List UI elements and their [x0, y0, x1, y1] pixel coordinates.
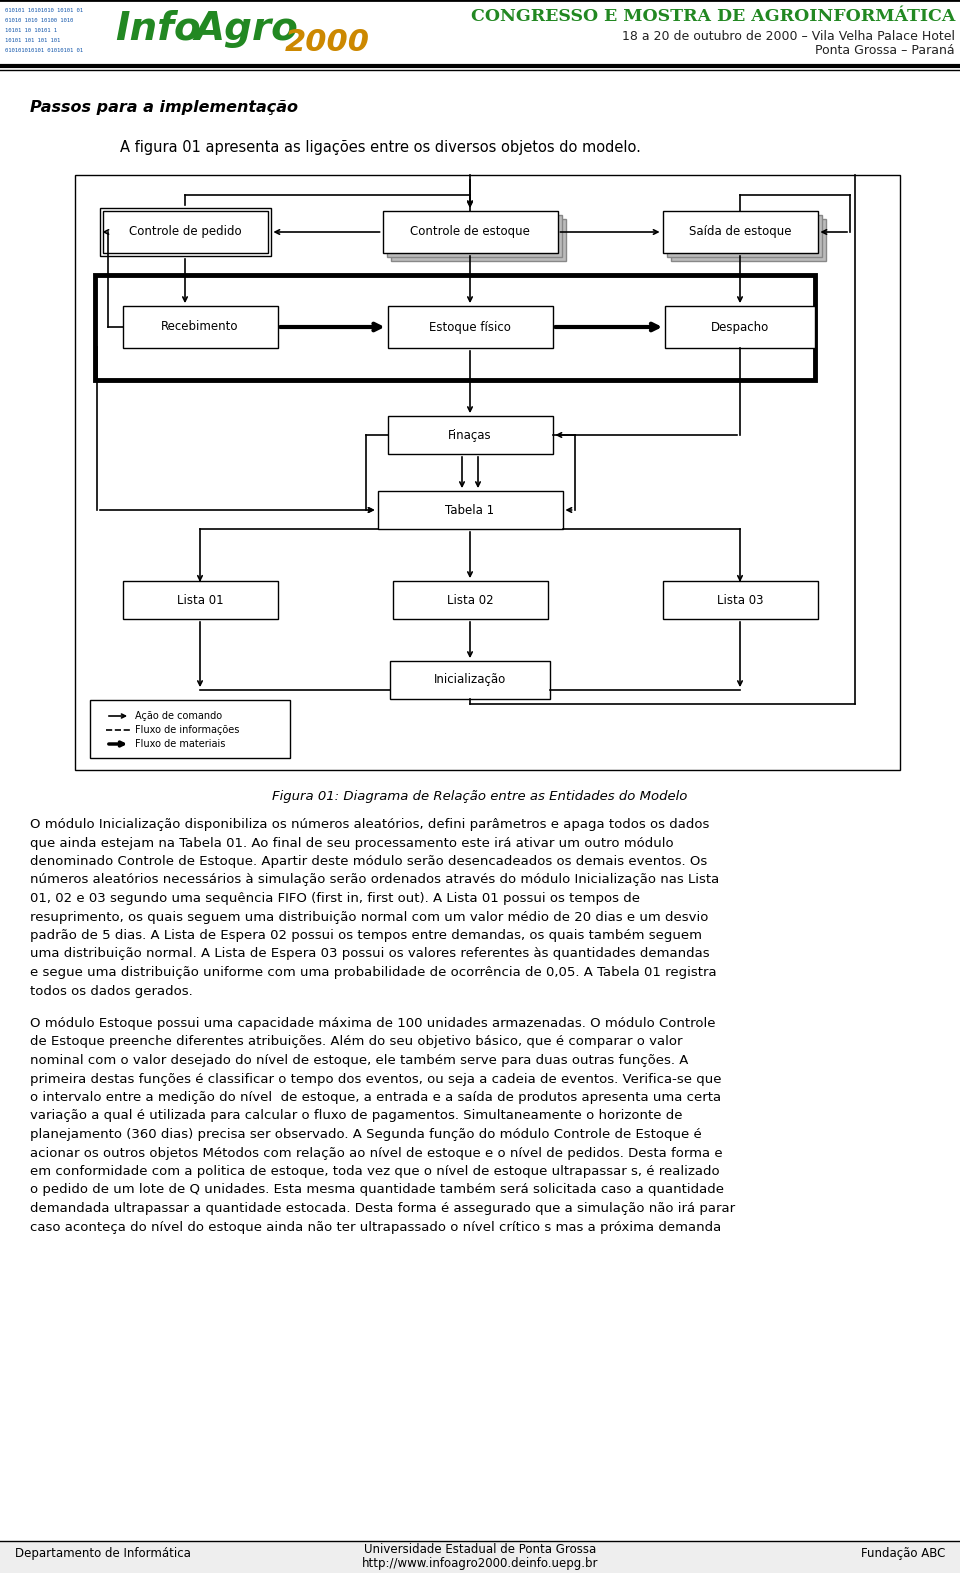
- Text: 10101 10 10101 1: 10101 10 10101 1: [5, 28, 57, 33]
- Text: Lista 03: Lista 03: [717, 593, 763, 607]
- Text: Departamento de Informática: Departamento de Informática: [15, 1546, 191, 1560]
- Text: padrão de 5 dias. A Lista de Espera 02 possui os tempos entre demandas, os quais: padrão de 5 dias. A Lista de Espera 02 p…: [30, 930, 702, 942]
- Bar: [0, 1542, 960, 1573]
- Text: CONGRESSO E MOSTRA DE AGROINFORMÁTICA: CONGRESSO E MOSTRA DE AGROINFORMÁTICA: [470, 8, 955, 25]
- Bar: [123, 580, 277, 620]
- Text: Controle de pedido: Controle de pedido: [129, 225, 241, 239]
- Text: 010101010101 01010101 01: 010101010101 01010101 01: [5, 49, 83, 53]
- Text: Agro: Agro: [195, 9, 299, 49]
- Text: Ponta Grossa – Paraná: Ponta Grossa – Paraná: [815, 44, 955, 57]
- Bar: [665, 307, 815, 348]
- Text: Figura 01: Diagrama de Relação entre as Entidades do Modelo: Figura 01: Diagrama de Relação entre as …: [273, 790, 687, 802]
- Text: Finaças: Finaças: [448, 428, 492, 442]
- Bar: [393, 580, 547, 620]
- Text: 01010 1010 10100 1010: 01010 1010 10100 1010: [5, 17, 73, 24]
- Text: Universidade Estadual de Ponta Grossa: Universidade Estadual de Ponta Grossa: [364, 1543, 596, 1556]
- Bar: [390, 661, 550, 698]
- Text: o intervalo entre a medição do nível  de estoque, a entrada e a saída de produto: o intervalo entre a medição do nível de …: [30, 1092, 721, 1104]
- Text: Fundação ABC: Fundação ABC: [860, 1546, 945, 1560]
- Bar: [382, 211, 558, 253]
- Bar: [103, 211, 268, 253]
- Text: em conformidade com a politica de estoque, toda vez que o nível de estoque ultra: em conformidade com a politica de estoqu…: [30, 1166, 720, 1178]
- Text: Fluxo de informações: Fluxo de informações: [135, 725, 239, 735]
- Bar: [388, 415, 553, 455]
- Text: Tabela 1: Tabela 1: [445, 503, 494, 516]
- Text: resuprimento, os quais seguem uma distribuição normal com um valor médio de 20 d: resuprimento, os quais seguem uma distri…: [30, 911, 708, 923]
- Text: 2000: 2000: [285, 28, 370, 57]
- Text: acionar os outros objetos Métodos com relação ao nível de estoque e o nível de p: acionar os outros objetos Métodos com re…: [30, 1147, 723, 1159]
- Bar: [95, 275, 815, 381]
- Text: caso aconteça do nível do estoque ainda não ter ultrapassado o nível crítico s m: caso aconteça do nível do estoque ainda …: [30, 1221, 721, 1233]
- Bar: [377, 491, 563, 529]
- Text: planejamento (360 dias) precisa ser observado. A Segunda função do módulo Contro: planejamento (360 dias) precisa ser obse…: [30, 1128, 702, 1140]
- Text: denominado Controle de Estoque. Apartir deste módulo serão desencadeados os dema: denominado Controle de Estoque. Apartir …: [30, 856, 708, 868]
- Text: 18 a 20 de outubro de 2000 – Vila Velha Palace Hotel: 18 a 20 de outubro de 2000 – Vila Velha …: [622, 30, 955, 42]
- Text: o pedido de um lote de Q unidades. Esta mesma quantidade também será solicitada : o pedido de um lote de Q unidades. Esta …: [30, 1183, 724, 1197]
- Bar: [75, 175, 900, 771]
- Bar: [662, 580, 818, 620]
- Bar: [90, 700, 290, 758]
- Bar: [662, 211, 818, 253]
- Text: todos os dados gerados.: todos os dados gerados.: [30, 985, 193, 997]
- Text: Inicialização: Inicialização: [434, 673, 506, 686]
- Text: Lista 02: Lista 02: [446, 593, 493, 607]
- Text: Fluxo de materiais: Fluxo de materiais: [135, 739, 226, 749]
- Text: Info: Info: [115, 9, 201, 49]
- Text: de Estoque preenche diferentes atribuições. Além do seu objetivo básico, que é c: de Estoque preenche diferentes atribuiçõ…: [30, 1035, 683, 1049]
- Text: Saída de estoque: Saída de estoque: [688, 225, 791, 239]
- Text: variação a qual é utilizada para calcular o fluxo de pagamentos. Simultaneamente: variação a qual é utilizada para calcula…: [30, 1109, 683, 1123]
- Text: primeira destas funções é classificar o tempo dos eventos, ou seja a cadeia de e: primeira destas funções é classificar o …: [30, 1073, 722, 1085]
- Text: O módulo Inicialização disponibiliza os números aleatórios, defini parâmetros e : O módulo Inicialização disponibiliza os …: [30, 818, 709, 831]
- Text: Lista 01: Lista 01: [177, 593, 224, 607]
- Text: Despacho: Despacho: [710, 321, 769, 333]
- Text: http://www.infoagro2000.deinfo.uepg.br: http://www.infoagro2000.deinfo.uepg.br: [362, 1557, 598, 1570]
- Bar: [388, 307, 553, 348]
- Text: demandada ultrapassar a quantidade estocada. Desta forma é assegurado que a simu: demandada ultrapassar a quantidade estoc…: [30, 1202, 735, 1214]
- Bar: [391, 219, 565, 261]
- Text: 01, 02 e 03 segundo uma sequência FIFO (first in, first out). A Lista 01 possui : 01, 02 e 03 segundo uma sequência FIFO (…: [30, 892, 640, 904]
- Text: A figura 01 apresenta as ligações entre os diversos objetos do modelo.: A figura 01 apresenta as ligações entre …: [120, 140, 641, 156]
- Text: números aleatórios necessários à simulação serão ordenados através do módulo Ini: números aleatórios necessários à simulaç…: [30, 873, 719, 887]
- Text: Ação de comando: Ação de comando: [135, 711, 222, 720]
- Text: Passos para a implementação: Passos para a implementação: [30, 101, 298, 115]
- Bar: [100, 208, 271, 256]
- Bar: [123, 307, 277, 348]
- Text: uma distribuição normal. A Lista de Espera 03 possui os valores referentes às qu: uma distribuição normal. A Lista de Espe…: [30, 947, 709, 961]
- Text: e segue uma distribuição uniforme com uma probabilidade de ocorrência de 0,05. A: e segue uma distribuição uniforme com um…: [30, 966, 716, 978]
- Text: Estoque físico: Estoque físico: [429, 321, 511, 333]
- Text: Recebimento: Recebimento: [161, 321, 239, 333]
- Text: nominal com o valor desejado do nível de estoque, ele também serve para duas out: nominal com o valor desejado do nível de…: [30, 1054, 688, 1066]
- Text: Controle de estoque: Controle de estoque: [410, 225, 530, 239]
- Bar: [670, 219, 826, 261]
- Bar: [666, 216, 822, 256]
- Text: 010101 10101010 10101 01: 010101 10101010 10101 01: [5, 8, 83, 13]
- Text: O módulo Estoque possui uma capacidade máxima de 100 unidades armazenadas. O mód: O módulo Estoque possui uma capacidade m…: [30, 1018, 715, 1030]
- Text: 10101 101 101 101: 10101 101 101 101: [5, 38, 60, 42]
- Text: que ainda estejam na Tabela 01. Ao final de seu processamento este irá ativar um: que ainda estejam na Tabela 01. Ao final…: [30, 837, 674, 849]
- Bar: [387, 216, 562, 256]
